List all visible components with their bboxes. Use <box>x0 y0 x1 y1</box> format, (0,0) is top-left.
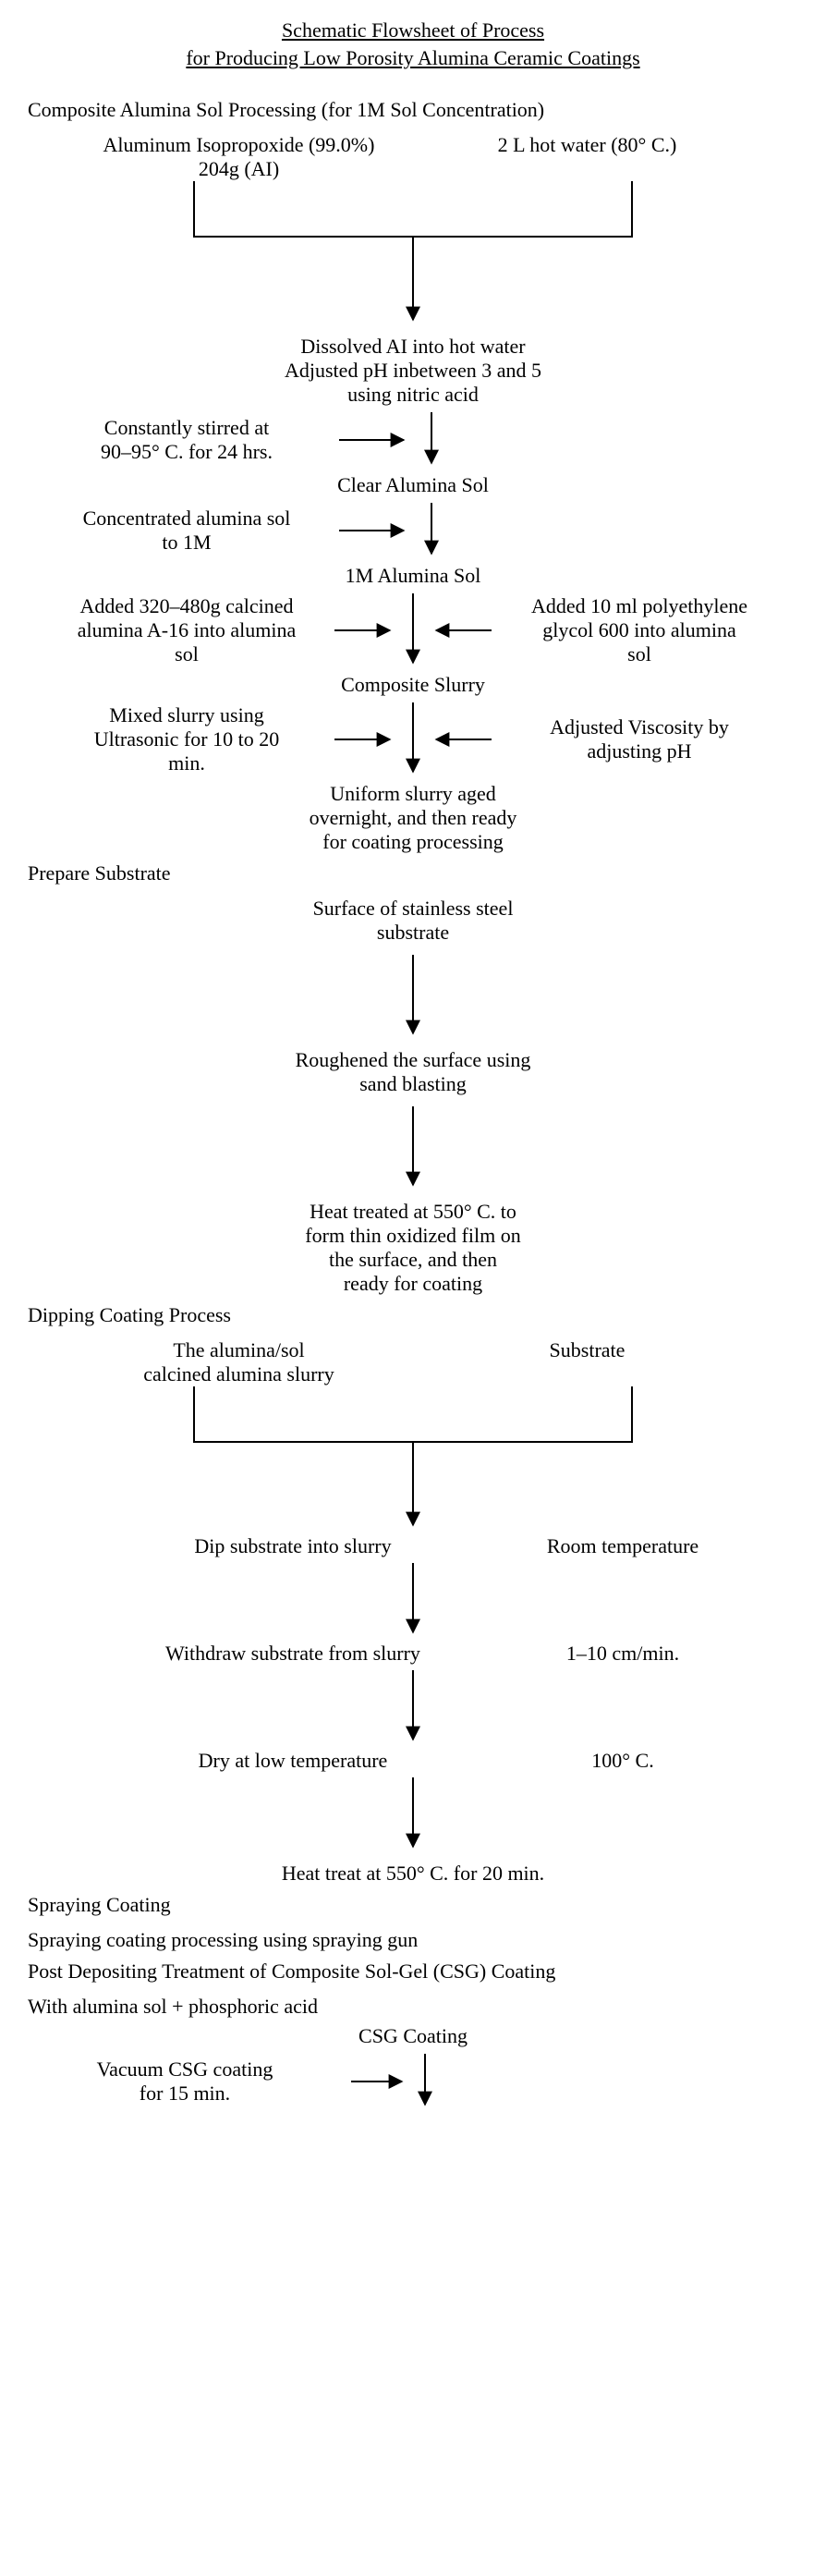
arrow-both-in-2 <box>330 702 496 776</box>
section2-heading: Prepare Substrate <box>28 861 798 885</box>
s2-step3-l3: the surface, and then <box>210 1248 616 1272</box>
s1-step5-l1: Uniform slurry aged <box>210 782 616 806</box>
s3-step4: Heat treat at 550° C. for 20 min. <box>210 1862 616 1886</box>
s1-step3: 1M Alumina Sol <box>210 564 616 588</box>
s5-row-vac: Vacuum CSG coating for 15 min. <box>28 2054 798 2109</box>
s1-step1-l3: using nitric acid <box>210 383 616 407</box>
s1-step5: Uniform slurry aged overnight, and then … <box>210 782 616 854</box>
s2-step1-l1: Surface of stainless steel <box>210 897 616 921</box>
title-line2: for Producing Low Porosity Alumina Ceram… <box>28 46 798 70</box>
section1-heading: Composite Alumina Sol Processing (for 1M… <box>28 98 798 122</box>
s1-step2: Clear Alumina Sol <box>210 473 616 497</box>
s1-add-left-l1: Added 320–480g calcined <box>53 594 321 618</box>
s3-input-left-l1: The alumina/sol <box>65 1338 413 1362</box>
s2-step1: Surface of stainless steel substrate <box>210 897 616 945</box>
s1-row-mix: Mixed slurry using Ultrasonic for 10 to … <box>28 702 798 776</box>
s1-conc-l1: Concentrated alumina sol <box>53 507 321 531</box>
s1-visc-l1: Adjusted Viscosity by <box>505 715 773 739</box>
s2-step2: Roughened the surface using sand blastin… <box>210 1048 616 1096</box>
s3-param1: Room temperature <box>503 1534 743 1558</box>
section1-inputs: Aluminum Isopropoxide (99.0%) 204g (AI) … <box>28 133 798 181</box>
arrow-down-1 <box>395 950 431 1043</box>
s2-step2-l1: Roughened the surface using <box>210 1048 616 1072</box>
s1-mix-l2: Ultrasonic for 10 to 20 <box>53 727 321 751</box>
arrow-both-in-1 <box>330 593 496 667</box>
section3-heading: Dipping Coating Process <box>28 1303 798 1327</box>
merge-connector-2 <box>28 1386 798 1534</box>
s3-row2: Withdraw substrate from slurry 1–10 cm/m… <box>28 1642 798 1666</box>
s1-add-right-l3: sol <box>505 642 773 666</box>
s2-step3-l2: form thin oxidized film on <box>210 1224 616 1248</box>
s2-step1-l2: substrate <box>210 921 616 945</box>
section5-line1: With alumina sol + phosphoric acid <box>28 1995 798 2019</box>
s5-vac-l1: Vacuum CSG coating <box>28 2057 342 2082</box>
s1-step1: Dissolved AI into hot water Adjusted pH … <box>210 335 616 407</box>
s3-step2: Withdraw substrate from slurry <box>83 1642 503 1666</box>
s3-step3: Dry at low temperature <box>83 1749 503 1773</box>
s5-vac-l2: for 15 min. <box>28 2082 342 2106</box>
s2-step3: Heat treated at 550° C. to form thin oxi… <box>210 1200 616 1296</box>
arrow-down-5 <box>395 1773 431 1856</box>
s1-mix-l3: min. <box>53 751 321 775</box>
s1-step5-l2: overnight, and then ready <box>210 806 616 830</box>
merge-connector-1 <box>28 181 798 329</box>
s1-row-conc: Concentrated alumina sol to 1M <box>28 503 798 558</box>
section3-inputs: The alumina/sol calcined alumina slurry … <box>28 1338 798 1386</box>
arrow-left-in-2 <box>330 503 496 558</box>
arrow-down-3 <box>395 1558 431 1642</box>
s5-step1: CSG Coating <box>210 2024 616 2048</box>
s3-row3: Dry at low temperature 100° C. <box>28 1749 798 1773</box>
section4-heading: Spraying Coating <box>28 1893 798 1917</box>
section4-line1: Spraying coating processing using sprayi… <box>28 1928 798 1952</box>
s3-input-left-l2: calcined alumina slurry <box>65 1362 413 1386</box>
s1-stir-l1: Constantly stirred at <box>53 416 321 440</box>
s1-input-right: 2 L hot water (80° C.) <box>413 133 761 157</box>
arrow-down-4 <box>395 1666 431 1749</box>
s3-input-right: Substrate <box>413 1338 761 1362</box>
s1-visc-l2: adjusting pH <box>505 739 773 763</box>
s3-param3: 100° C. <box>503 1749 743 1773</box>
arrow-left-in-1 <box>330 412 496 468</box>
s1-step1-l1: Dissolved AI into hot water <box>210 335 616 359</box>
s1-row-stir: Constantly stirred at 90–95° C. for 24 h… <box>28 412 798 468</box>
s1-add-left-l2: alumina A-16 into alumina <box>53 618 321 642</box>
s1-input-left-l2: 204g (AI) <box>65 157 413 181</box>
s1-step4: Composite Slurry <box>210 673 616 697</box>
s1-conc-l2: to 1M <box>53 531 321 555</box>
section5-heading: Post Depositing Treatment of Composite S… <box>28 1959 798 1984</box>
arrow-down-2 <box>395 1102 431 1194</box>
s1-add-left-l3: sol <box>53 642 321 666</box>
arrow-left-in-3 <box>342 2054 508 2109</box>
s2-step3-l1: Heat treated at 550° C. to <box>210 1200 616 1224</box>
s1-row-add: Added 320–480g calcined alumina A-16 int… <box>28 593 798 667</box>
s1-input-left-l1: Aluminum Isopropoxide (99.0%) <box>65 133 413 157</box>
s1-stir-l2: 90–95° C. for 24 hrs. <box>53 440 321 464</box>
s2-step3-l4: ready for coating <box>210 1272 616 1296</box>
title-line1: Schematic Flowsheet of Process <box>28 18 798 43</box>
s3-param2: 1–10 cm/min. <box>503 1642 743 1666</box>
s3-step1: Dip substrate into slurry <box>83 1534 503 1558</box>
s1-mix-l1: Mixed slurry using <box>53 703 321 727</box>
s2-step2-l2: sand blasting <box>210 1072 616 1096</box>
s1-add-right-l1: Added 10 ml polyethylene <box>505 594 773 618</box>
s1-step5-l3: for coating processing <box>210 830 616 854</box>
s1-step1-l2: Adjusted pH inbetween 3 and 5 <box>210 359 616 383</box>
s1-add-right-l2: glycol 600 into alumina <box>505 618 773 642</box>
s3-row1: Dip substrate into slurry Room temperatu… <box>28 1534 798 1558</box>
